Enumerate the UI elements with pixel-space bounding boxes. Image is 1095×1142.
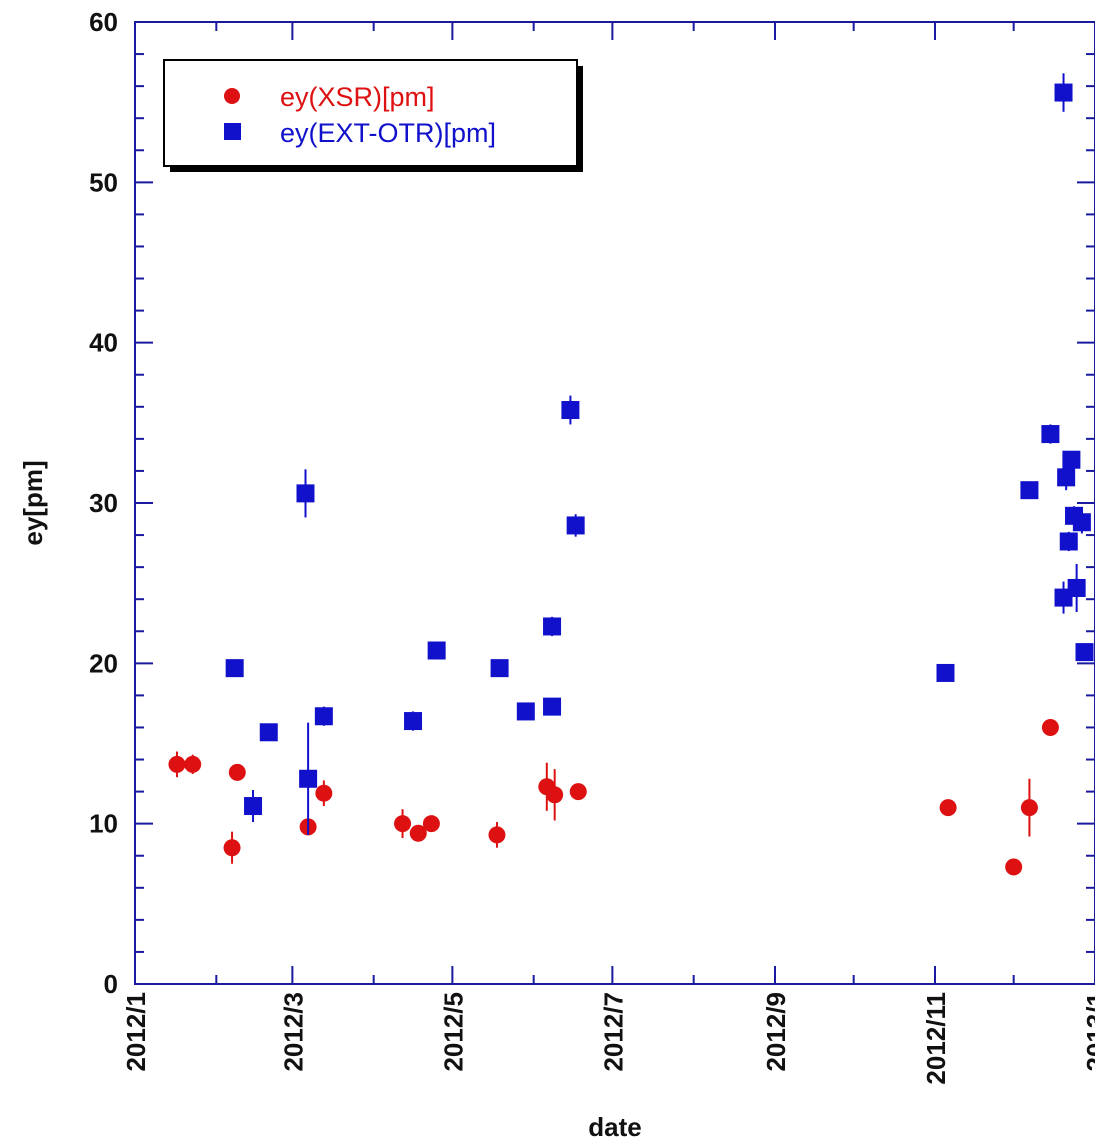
data-point [314,707,333,726]
data-point [1057,468,1076,487]
data-point [516,702,535,721]
series-layer [168,73,1094,876]
data-point [1005,858,1023,876]
data-point [225,659,244,678]
data-point [1041,425,1060,444]
data-point [259,723,278,742]
y-axis-title: ey[pm] [18,460,48,545]
plot-frame [134,21,1095,985]
x-tick-label: 2012/1 [121,992,151,1072]
data-point [1020,799,1038,817]
data-point [1041,718,1059,736]
y-tick-label: 20 [89,648,118,678]
legend-marker-xsr [224,88,240,104]
legend-marker-ext-otr [224,123,241,140]
data-point [569,783,587,801]
y-tick-label: 30 [89,488,118,518]
data-point [490,659,509,678]
legend-label-ext-otr: ey(EXT-OTR)[pm] [280,118,496,148]
y-tick-label: 50 [89,167,118,197]
y-tick-label: 60 [89,7,118,37]
data-point [1067,578,1086,597]
plot-area [135,22,1095,984]
x-tick-label: 2012/9 [761,992,791,1072]
data-point [296,484,315,503]
data-point [488,826,506,844]
data-point [315,784,333,802]
data-point [1020,481,1039,500]
x-axis-title: date [588,1112,641,1142]
x-tick-label: 2012/11 [921,992,951,1085]
data-point [394,815,412,833]
data-point [427,641,446,660]
data-point [409,824,427,842]
data-point [184,755,202,773]
x-tick-labels: 2012/1 2012/3 2012/5 2012/7 2012/9 2012/11 201… [121,992,1095,1085]
data-point [543,697,562,716]
series-xsr [168,718,1059,876]
data-point [422,815,440,833]
series-ext-otr [225,73,1094,835]
data-point [168,755,186,773]
data-point [546,786,564,804]
data-point [404,712,423,731]
data-point [1072,513,1091,532]
data-point [1059,532,1078,551]
data-point [228,763,246,781]
data-point [939,799,957,817]
y-tick-labels: 0 10 20 30 40 50 60 [89,7,118,999]
data-point [561,401,580,420]
x-tick-label: 2012/3 [278,992,308,1072]
y-tick-label: 0 [104,969,118,999]
data-point [1075,643,1094,662]
x-tick-label: 2012/5 [438,992,468,1072]
data-point [244,797,263,816]
y-tick-label: 40 [89,328,118,358]
data-point [299,769,318,788]
data-point [1054,83,1073,102]
legend-label-xsr: ey(XSR)[pm] [280,82,435,112]
x-tick-label: 2012/7 [598,992,628,1072]
legend-box [163,59,578,167]
data-point [1062,450,1081,469]
x-tick-label: 2013/1 [1081,992,1095,1072]
minor-ticks [135,22,1095,984]
data-point [566,516,585,535]
data-point [936,663,955,682]
y-tick-label: 10 [89,809,118,839]
data-point [543,617,562,636]
data-point [223,839,241,857]
legend: ey(XSR)[pm] ey(EXT-OTR)[pm] [163,59,583,172]
